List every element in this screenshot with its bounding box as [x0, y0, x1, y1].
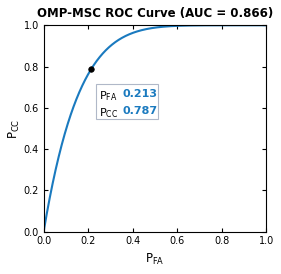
Title: OMP-MSC ROC Curve (AUC = 0.866): OMP-MSC ROC Curve (AUC = 0.866): [37, 7, 273, 20]
Text: P$_\mathregular{CC}$: P$_\mathregular{CC}$: [99, 106, 118, 120]
FancyBboxPatch shape: [96, 84, 158, 119]
Text: P$_\mathregular{FA}$: P$_\mathregular{FA}$: [99, 89, 117, 102]
Y-axis label: P$_\mathregular{CC}$: P$_\mathregular{CC}$: [7, 118, 22, 139]
Text: 0.213: 0.213: [122, 89, 157, 99]
X-axis label: P$_\mathregular{FA}$: P$_\mathregular{FA}$: [145, 252, 165, 267]
Text: 0.787: 0.787: [122, 106, 157, 116]
